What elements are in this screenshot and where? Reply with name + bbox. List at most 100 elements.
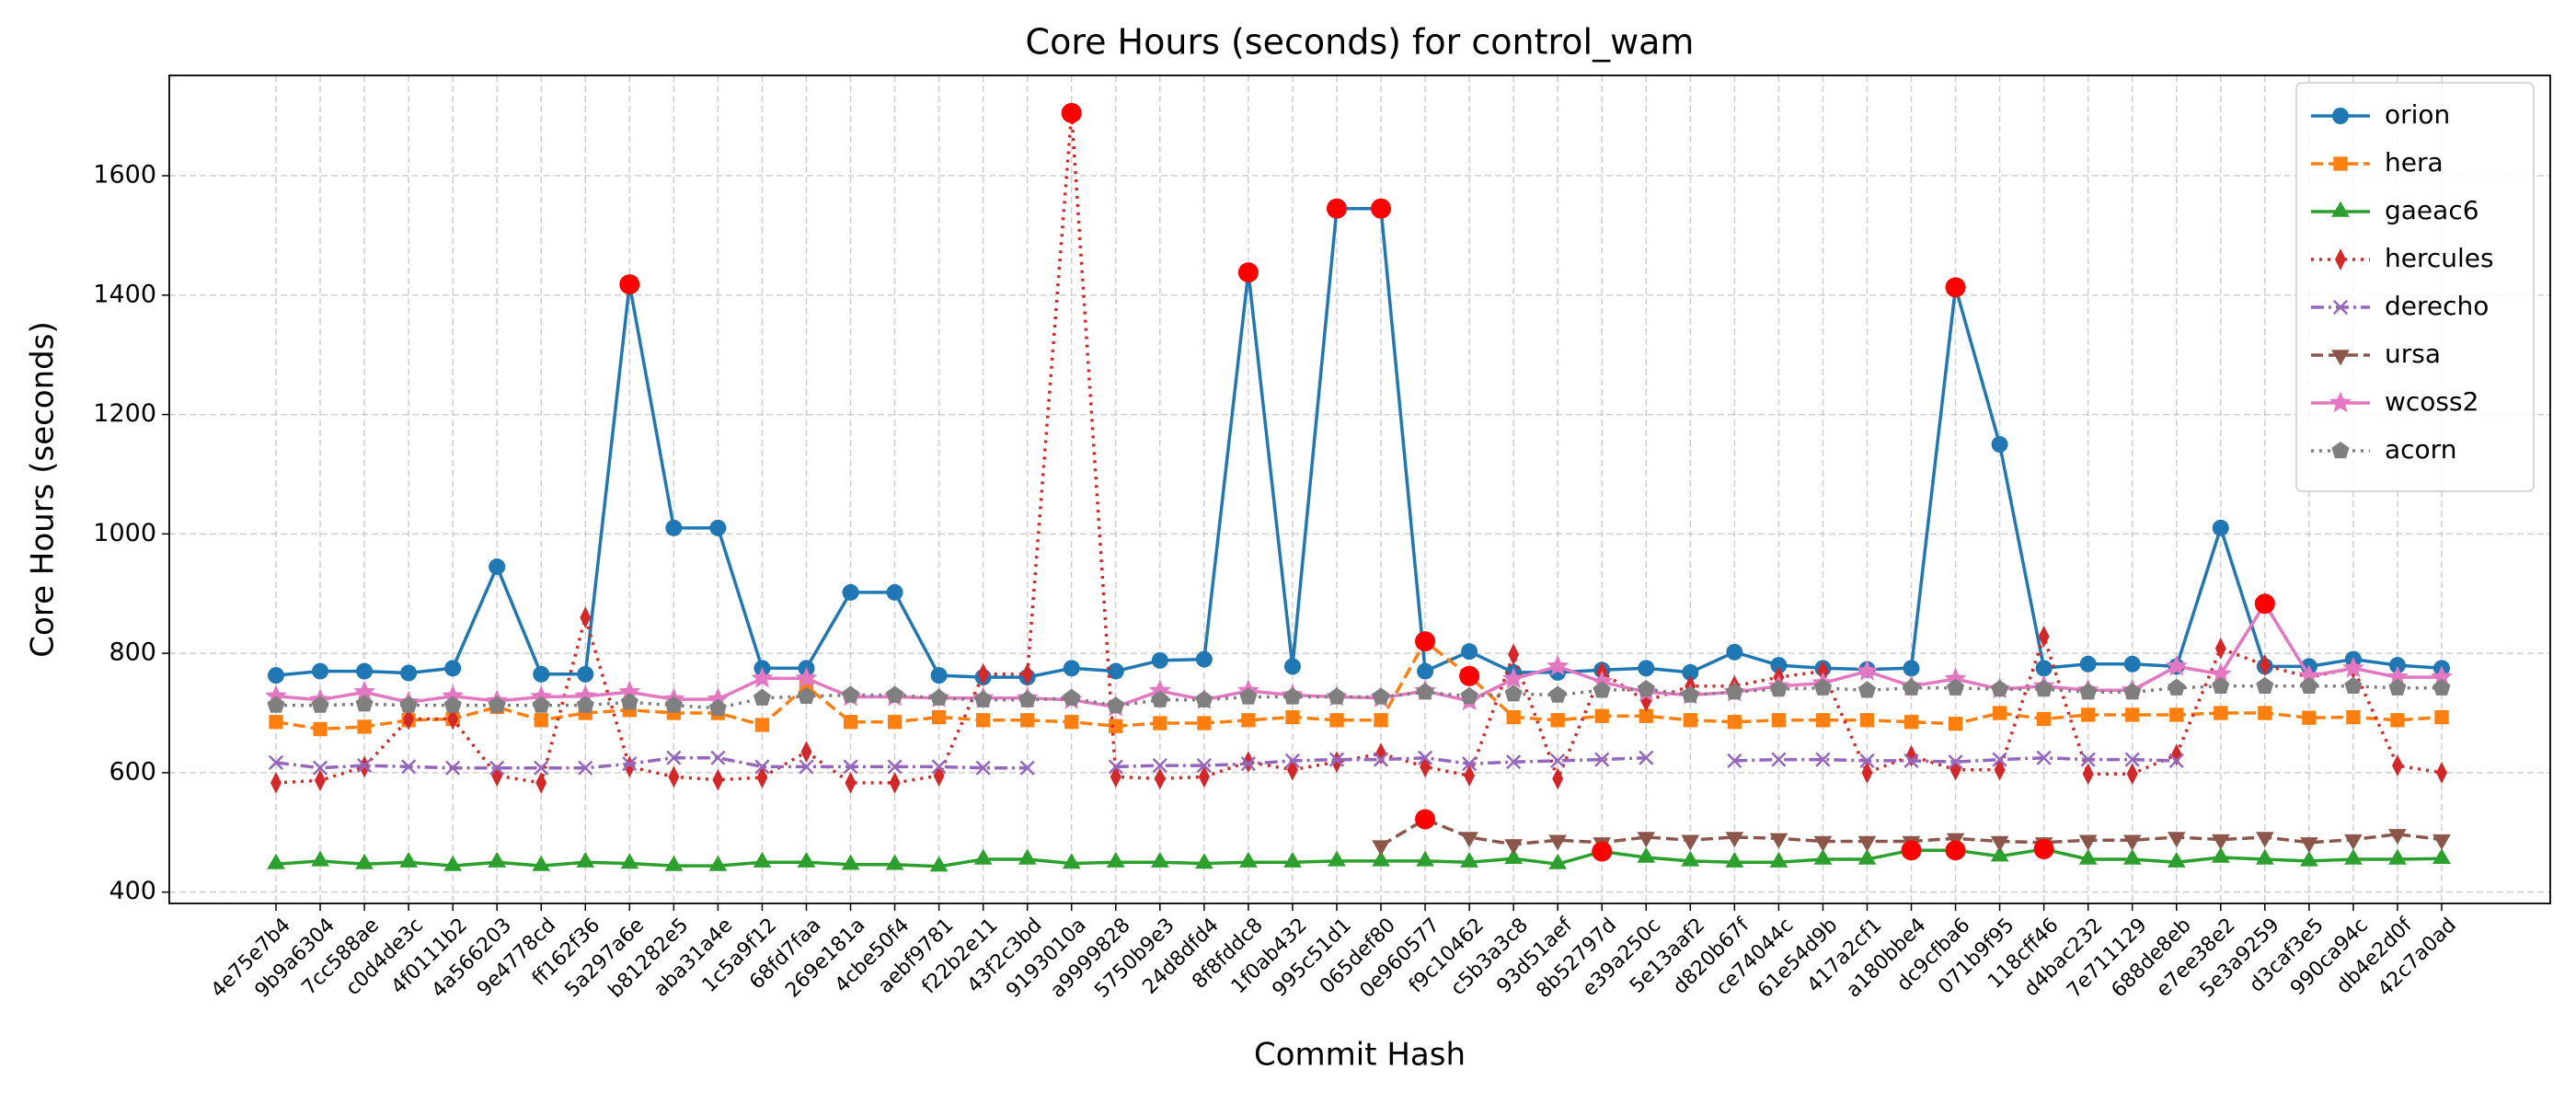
data-point [2035, 660, 2053, 677]
data-point [1813, 835, 1833, 852]
data-point [1239, 687, 1258, 705]
data-point [1196, 758, 1212, 774]
data-point [1727, 715, 1742, 730]
data-point [2123, 683, 2142, 700]
data-point [489, 558, 506, 576]
data-point [1195, 853, 1213, 869]
data-point [1283, 687, 1302, 705]
data-point [1947, 678, 1965, 696]
legend-label: acorn [2385, 434, 2456, 465]
data-point [1063, 660, 1080, 677]
legend-marker [2332, 299, 2349, 316]
data-point [1725, 851, 1744, 868]
data-point [534, 760, 549, 776]
data-point [1639, 750, 1654, 765]
data-point [1856, 659, 1879, 681]
data-point [887, 715, 903, 730]
data-point [399, 696, 418, 713]
data-point [620, 853, 639, 869]
data-point [576, 851, 595, 868]
data-point [1328, 850, 1346, 867]
data-point [664, 855, 684, 871]
data-point [2168, 678, 2186, 696]
data-point [1464, 765, 1476, 788]
data-point [1241, 713, 1256, 728]
data-point [2122, 834, 2142, 851]
data-point [1417, 662, 1434, 680]
data-point [444, 660, 462, 677]
data-point [535, 771, 547, 794]
data-point [2432, 678, 2451, 696]
data-point [1283, 658, 1301, 675]
data-point [2432, 834, 2451, 850]
data-point [1994, 758, 2006, 781]
data-point [312, 760, 328, 776]
data-point [664, 696, 683, 713]
data-point [2211, 846, 2230, 863]
data-point [1109, 719, 1123, 733]
data-point [2078, 834, 2098, 851]
data-point [2126, 763, 2138, 786]
data-point [2388, 657, 2406, 674]
data-point [885, 854, 904, 870]
data-point [1770, 657, 1788, 674]
y-tick-label: 1400 [93, 280, 156, 308]
x-axis-label: Commit Hash [1254, 1037, 1466, 1074]
data-point [2168, 753, 2184, 769]
legend-label: hera [2385, 147, 2444, 178]
data-point [268, 754, 284, 770]
legend-box [2295, 82, 2535, 492]
legend-marker [2331, 201, 2350, 217]
data-point [843, 715, 858, 730]
data-point [889, 771, 901, 794]
data-point [2344, 848, 2363, 865]
data-point [751, 666, 774, 688]
legend-label: ursa [2385, 339, 2441, 369]
data-point [267, 696, 285, 713]
data-point [2434, 709, 2449, 725]
data-point [2081, 707, 2096, 722]
series-line [275, 639, 2443, 731]
data-point [754, 759, 770, 775]
data-point [1815, 713, 1831, 728]
data-point [1769, 833, 1788, 849]
data-point [1151, 651, 1168, 669]
data-point [489, 760, 505, 776]
data-point [1329, 713, 1344, 728]
data-point [929, 856, 949, 872]
legend-label: derecho [2385, 291, 2489, 321]
data-point [488, 851, 507, 868]
data-point [1903, 715, 1919, 730]
data-point [1548, 853, 1567, 869]
data-point [269, 715, 283, 730]
data-point [577, 665, 594, 683]
data-point [2302, 710, 2317, 725]
data-point [975, 760, 991, 776]
data-point [2080, 752, 2096, 767]
data-point [1372, 850, 1390, 867]
data-point [1239, 851, 1258, 868]
legend-marker [2335, 248, 2346, 270]
data-point [1283, 851, 1302, 868]
data-point [1683, 713, 1697, 728]
data-point [1594, 752, 1610, 767]
data-point [2259, 654, 2271, 677]
data-point [1328, 687, 1346, 705]
data-point [1108, 759, 1123, 775]
data-point [1681, 834, 1700, 851]
data-point [1637, 832, 1656, 848]
data-point [1460, 851, 1478, 868]
y-tick-label: 1200 [93, 399, 156, 428]
data-point [2124, 752, 2140, 767]
data-point [2432, 848, 2451, 864]
plot-frame [168, 75, 2551, 904]
data-point [708, 855, 728, 871]
data-point [622, 756, 638, 772]
data-point [1506, 754, 1522, 770]
series-line [275, 755, 2177, 770]
data-point [1062, 853, 1081, 869]
anomaly-point [1592, 841, 1613, 862]
data-point [2392, 754, 2403, 777]
